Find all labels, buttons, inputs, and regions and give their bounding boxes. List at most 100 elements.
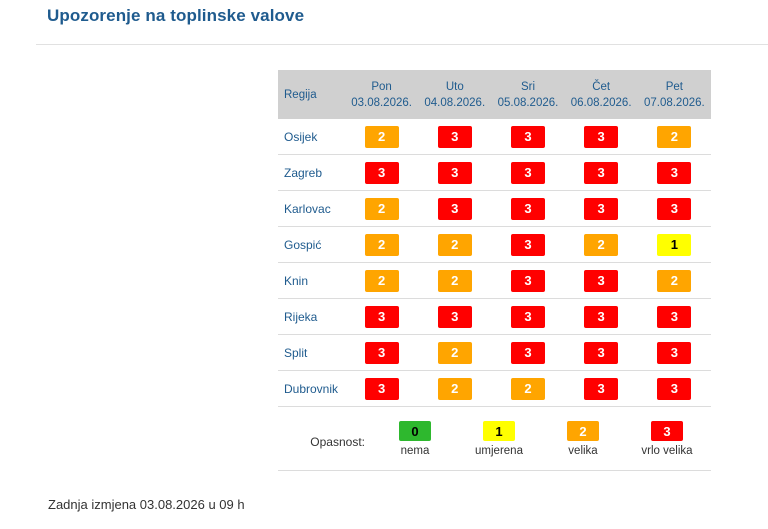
level-badge: 2: [364, 233, 399, 256]
level-cell: 3: [491, 233, 564, 256]
level-cell: 2: [345, 233, 418, 256]
level-cell: 3: [638, 197, 711, 220]
level-cell: 2: [418, 341, 491, 364]
level-cell: 3: [565, 269, 638, 292]
level-badge: 3: [364, 377, 399, 400]
level-cell: 3: [345, 341, 418, 364]
level-cell: 3: [565, 377, 638, 400]
level-badge: 2: [567, 421, 599, 441]
day-name: Pon: [371, 80, 392, 93]
level-cell: 3: [565, 125, 638, 148]
legend-item: 1 umjerena: [457, 421, 541, 457]
divider: [36, 44, 768, 45]
level-badge: 2: [364, 269, 399, 292]
level-badge: 3: [657, 161, 692, 184]
level-cell: 3: [418, 161, 491, 184]
level-badge: 3: [510, 197, 545, 220]
table-row: Zagreb 3 3 3 3 3: [278, 155, 711, 191]
day-column-header: Pet 07.08.2026.: [638, 70, 711, 119]
level-badge: 3: [510, 305, 545, 328]
region-name: Split: [284, 345, 308, 360]
level-badge: 3: [584, 305, 619, 328]
region-name: Karlovac: [284, 201, 331, 216]
day-date: 03.08.2026.: [351, 96, 412, 109]
level-badge: 3: [510, 341, 545, 364]
level-cell: 2: [491, 377, 564, 400]
last-updated: Zadnja izmjena 03.08.2026 u 09 h: [48, 497, 245, 512]
level-badge: 3: [437, 161, 472, 184]
level-badge: 3: [651, 421, 683, 441]
day-date: 05.08.2026.: [497, 96, 559, 109]
level-cell: 3: [565, 161, 638, 184]
level-badge: 0: [399, 421, 431, 441]
level-badge: 3: [364, 341, 399, 364]
level-badge: 3: [657, 377, 692, 400]
table-row: Karlovac 2 3 3 3 3: [278, 191, 711, 227]
level-cell: 3: [418, 125, 491, 148]
level-badge: 2: [657, 125, 692, 148]
day-column-header: Sri 05.08.2026.: [491, 70, 564, 119]
heatwave-table: Regija Pon 03.08.2026. Uto 04.08.2026. S…: [278, 70, 711, 471]
legend-item: 0 nema: [373, 421, 457, 457]
level-badge: 3: [584, 197, 619, 220]
level-cell: 2: [345, 197, 418, 220]
level-badge: 2: [510, 377, 545, 400]
level-badge: 3: [657, 197, 692, 220]
day-column-header: Uto 04.08.2026.: [418, 70, 491, 119]
level-cell: 2: [345, 125, 418, 148]
level-cell: 3: [418, 305, 491, 328]
day-name: Sri: [520, 80, 535, 93]
region-name: Zagreb: [284, 165, 323, 180]
region-name: Rijeka: [284, 309, 318, 324]
level-cell: 2: [418, 269, 491, 292]
level-cell: 3: [345, 161, 418, 184]
region-column-header: Regija: [284, 88, 317, 101]
level-badge: 3: [510, 233, 545, 256]
legend-label: Opasnost:: [310, 435, 365, 449]
level-cell: 2: [418, 233, 491, 256]
day-name: Čet: [592, 80, 611, 93]
legend-text: vrlo velika: [641, 445, 693, 457]
region-name: Knin: [284, 273, 309, 288]
region-name: Osijek: [284, 129, 318, 144]
level-cell: 3: [491, 341, 564, 364]
level-cell: 2: [345, 269, 418, 292]
day-date: 04.08.2026.: [424, 96, 486, 109]
level-cell: 3: [491, 161, 564, 184]
level-cell: 3: [345, 305, 418, 328]
legend-text: umjerena: [475, 445, 523, 457]
region-name: Dubrovnik: [284, 381, 339, 396]
level-cell: 3: [565, 305, 638, 328]
table-header: Regija Pon 03.08.2026. Uto 04.08.2026. S…: [278, 70, 711, 119]
day-column-header: Pon 03.08.2026.: [345, 70, 418, 119]
level-cell: 2: [418, 377, 491, 400]
level-cell: 3: [638, 341, 711, 364]
table-row: Split 3 2 3 3 3: [278, 335, 711, 371]
day-date: 06.08.2026.: [570, 96, 632, 109]
day-name: Pet: [665, 80, 683, 93]
legend: Opasnost: 0 nema 1 umjerena 2 velika 3 v…: [278, 407, 711, 471]
level-cell: 3: [491, 269, 564, 292]
region-name: Gospić: [284, 237, 322, 252]
level-badge: 3: [510, 125, 545, 148]
level-cell: 3: [491, 125, 564, 148]
level-badge: 3: [364, 161, 399, 184]
level-badge: 2: [437, 341, 472, 364]
page-title: Upozorenje na toplinske valove: [47, 6, 305, 25]
level-badge: 2: [437, 269, 472, 292]
level-badge: 3: [657, 305, 692, 328]
level-badge: 3: [584, 161, 619, 184]
level-badge: 3: [364, 305, 399, 328]
level-cell: 3: [491, 305, 564, 328]
level-cell: 3: [565, 341, 638, 364]
level-cell: 3: [565, 197, 638, 220]
table-row: Rijeka 3 3 3 3 3: [278, 299, 711, 335]
table-row: Knin 2 2 3 3 2: [278, 263, 711, 299]
level-cell: 3: [638, 305, 711, 328]
level-cell: 3: [345, 377, 418, 400]
level-badge: 2: [437, 377, 472, 400]
level-badge: 2: [364, 125, 399, 148]
level-badge: 3: [584, 125, 619, 148]
level-badge: 2: [657, 269, 692, 292]
level-badge: 3: [437, 305, 472, 328]
